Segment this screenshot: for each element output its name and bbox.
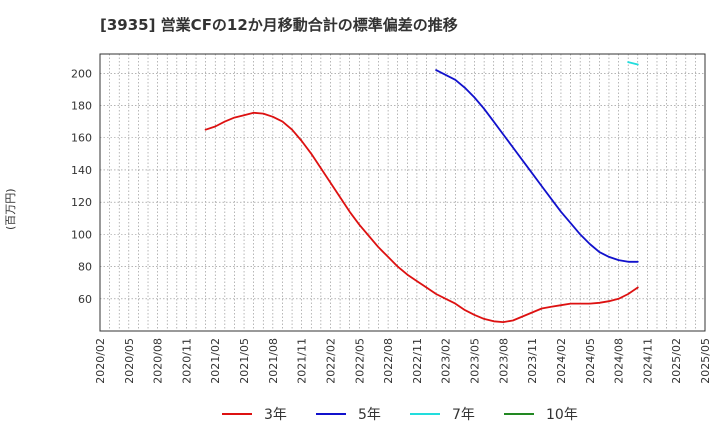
- legend-label: 3年: [264, 407, 287, 423]
- legend-label: 7年: [452, 407, 475, 423]
- x-tick-label: 2021/05: [238, 338, 251, 384]
- x-tick-label: 2025/05: [699, 338, 712, 384]
- x-tick-label: 2020/08: [152, 338, 165, 384]
- legend-label: 5年: [358, 407, 381, 423]
- x-tick-label: 2024/08: [613, 338, 626, 384]
- series-line-5年: [435, 69, 639, 263]
- x-tick-label: 2023/08: [497, 338, 510, 384]
- y-tick-labels: 60 80 100 120 140 160 180 200: [71, 67, 92, 305]
- y-tick-label: 80: [78, 261, 92, 274]
- x-tick-label: 2020/02: [94, 338, 107, 384]
- x-tick-label: 2021/08: [267, 338, 280, 384]
- x-tick-label: 2024/05: [584, 338, 597, 384]
- series-line-7年: [627, 61, 639, 66]
- x-tick-label: 2021/11: [296, 338, 309, 384]
- chart-title: [3935] 営業CFの12か月移動合計の標準偏差の推移: [100, 16, 458, 34]
- x-tick-label: 2020/11: [180, 338, 193, 384]
- plot-frame: [99, 53, 706, 332]
- y-tick-label: 180: [71, 100, 92, 113]
- y-tick-label: 60: [78, 293, 92, 306]
- plot-background: [100, 54, 705, 331]
- x-tick-label: 2022/02: [324, 338, 337, 384]
- x-tick-label: 2022/11: [411, 338, 424, 384]
- series-line-3年: [204, 111, 639, 323]
- legend: 3年 5年 7年 10年: [222, 407, 578, 423]
- series-lines: [204, 61, 639, 323]
- x-tick-label: 2020/05: [123, 338, 136, 384]
- x-tick-label: 2021/02: [209, 338, 222, 384]
- x-tick-label: 2024/02: [555, 338, 568, 384]
- x-tick-label: 2023/05: [469, 338, 482, 384]
- x-tick-label: 2023/11: [526, 338, 539, 384]
- x-tick-labels: 2020/02 2020/05 2020/08 2020/11 2021/02 2021/…: [94, 338, 712, 384]
- gridlines: [100, 54, 705, 331]
- x-tick-label: 2025/02: [670, 338, 683, 384]
- x-tick-label: 2023/02: [440, 338, 453, 384]
- y-tick-label: 140: [71, 164, 92, 177]
- y-tick-label: 160: [71, 132, 92, 145]
- y-tick-label: 120: [71, 196, 92, 209]
- legend-label: 10年: [546, 407, 578, 423]
- x-tick-label: 2022/08: [382, 338, 395, 384]
- y-tick-label: 100: [71, 228, 92, 241]
- y-tick-label: 200: [71, 67, 92, 80]
- x-tick-label: 2022/05: [353, 338, 366, 384]
- x-tick-label: 2024/11: [641, 338, 654, 384]
